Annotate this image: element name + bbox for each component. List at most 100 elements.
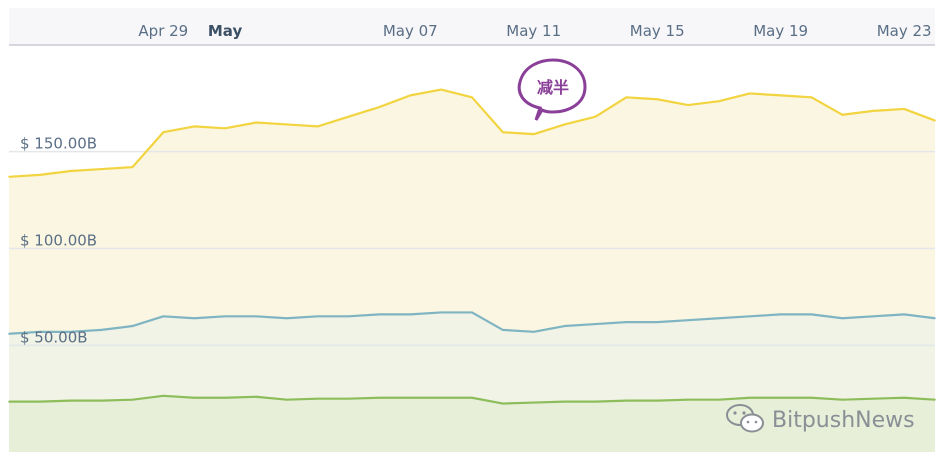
data-point — [255, 395, 257, 398]
series-areas — [9, 89, 935, 453]
data-point — [872, 315, 875, 318]
data-point — [810, 313, 813, 316]
data-point — [39, 331, 41, 333]
data-point — [656, 321, 658, 323]
data-point — [749, 396, 751, 399]
y-tick-label: $ 100.00B — [20, 232, 97, 250]
data-point — [409, 94, 412, 97]
data-point — [100, 329, 103, 331]
data-point — [69, 170, 72, 172]
watermark: BitpushNews — [726, 404, 915, 433]
data-point — [347, 397, 350, 400]
data-point — [594, 115, 597, 118]
data-point — [687, 319, 689, 322]
series-area-3 — [9, 395, 935, 452]
watermark-label: BitpushNews — [772, 408, 915, 433]
data-point — [749, 92, 751, 95]
data-point — [286, 123, 288, 126]
data-point — [934, 119, 936, 122]
data-point — [440, 396, 442, 399]
data-point — [903, 108, 905, 110]
wechat-icon — [726, 404, 764, 433]
data-point — [903, 396, 905, 399]
data-point — [131, 398, 134, 401]
data-point — [718, 398, 720, 401]
data-point — [903, 313, 905, 316]
data-point — [872, 110, 875, 112]
data-point — [440, 311, 442, 314]
data-point — [563, 325, 566, 327]
data-point — [131, 166, 134, 168]
data-point — [471, 396, 473, 399]
data-point — [378, 313, 381, 316]
data-point — [471, 311, 473, 314]
data-point — [316, 315, 319, 318]
data-point — [625, 321, 628, 323]
x-tick-label: May 15 — [630, 22, 685, 40]
data-point — [162, 315, 165, 318]
data-point — [841, 398, 844, 401]
data-point — [656, 399, 658, 402]
callout-label: 减半 — [537, 78, 569, 97]
x-tick-label: May 11 — [506, 22, 561, 40]
data-point — [779, 94, 782, 97]
data-point — [718, 317, 720, 320]
data-point — [193, 396, 195, 399]
x-tick-label: May — [208, 22, 243, 40]
y-tick-label: $ 150.00B — [20, 135, 97, 153]
data-point — [625, 399, 628, 402]
data-point — [8, 175, 10, 178]
data-point — [193, 317, 195, 320]
data-point — [625, 96, 628, 99]
data-point — [224, 315, 226, 318]
data-point — [440, 88, 442, 91]
data-point — [563, 400, 566, 403]
data-point — [347, 115, 350, 118]
x-tick-label: May 07 — [383, 22, 438, 40]
data-point — [810, 96, 813, 99]
series-lines — [8, 88, 936, 405]
data-point — [532, 331, 535, 333]
data-point — [718, 100, 720, 103]
data-point — [687, 104, 689, 106]
data-point — [316, 397, 319, 400]
data-point — [594, 400, 597, 403]
x-tick-label: May 23 — [877, 22, 932, 40]
data-point — [286, 317, 288, 320]
data-point — [39, 174, 41, 176]
data-point — [502, 402, 504, 405]
halving-callout: 减半 — [517, 58, 587, 121]
data-point — [502, 131, 504, 134]
data-point — [100, 399, 103, 402]
data-point — [563, 123, 566, 126]
data-point — [934, 398, 936, 401]
data-point — [8, 332, 10, 335]
callout-bubble — [517, 58, 587, 121]
data-point — [162, 394, 165, 397]
data-point — [255, 315, 257, 318]
data-point — [316, 125, 319, 128]
data-point — [162, 131, 165, 134]
data-point — [69, 331, 72, 333]
data-point — [378, 396, 381, 399]
gridlines — [9, 150, 935, 347]
data-point — [687, 398, 689, 401]
data-point — [193, 125, 195, 128]
y-axis-ticks: $ 50.00B $ 100.00B $ 150.00B — [20, 135, 97, 347]
data-point — [409, 396, 412, 399]
data-point — [532, 401, 535, 404]
data-point — [100, 168, 103, 170]
data-point — [749, 315, 751, 318]
data-point — [69, 399, 72, 402]
data-point — [810, 396, 813, 399]
x-tick-label: May 19 — [753, 22, 808, 40]
data-point — [8, 400, 10, 403]
data-point — [594, 323, 597, 325]
y-tick-label: $ 50.00B — [20, 328, 88, 346]
data-point — [532, 133, 535, 135]
data-point — [779, 313, 782, 316]
x-axis-ticks: Apr 29 May May 07 May 11 May 15 May 19 May 23 — [138, 22, 931, 40]
data-point — [39, 400, 41, 403]
data-point — [409, 313, 412, 316]
